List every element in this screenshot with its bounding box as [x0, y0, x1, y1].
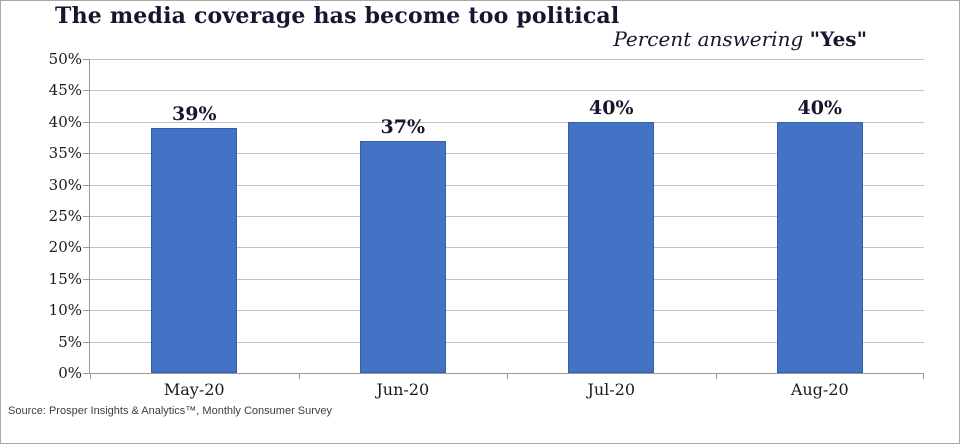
- chart-subtitle: Percent answering "Yes": [613, 27, 867, 51]
- gridline: [90, 184, 924, 186]
- bar-value-label: 39%: [172, 103, 217, 126]
- y-axis-tick: [83, 59, 90, 60]
- y-axis-tick: [83, 247, 90, 249]
- y-axis-label: 30%: [48, 175, 82, 194]
- x-axis-tick: [507, 373, 508, 379]
- x-axis-label: Aug-20: [790, 380, 849, 399]
- gridline: [90, 90, 924, 92]
- y-axis-tick: [83, 373, 90, 374]
- y-axis-tick: [83, 184, 90, 186]
- bar-Jun-20: [359, 140, 446, 373]
- y-axis-label: 15%: [48, 269, 82, 288]
- x-axis-tick: [923, 373, 924, 379]
- bar-value-label: 37%: [380, 115, 426, 138]
- y-axis-tick: [83, 341, 90, 343]
- chart-subtitle-emphasis: "Yes": [809, 27, 867, 51]
- gridline: [90, 341, 924, 343]
- y-axis-label: 5%: [58, 332, 82, 351]
- gridline: [90, 278, 924, 280]
- y-axis-tick: [83, 310, 90, 312]
- y-axis-tick: [83, 90, 90, 92]
- y-axis-tick: [83, 278, 90, 280]
- y-axis-tick: [83, 216, 90, 217]
- y-axis-label: 10%: [48, 301, 82, 320]
- x-axis-tick: [90, 373, 91, 379]
- gridline: [90, 247, 924, 249]
- chart-title: The media coverage has become too politi…: [55, 3, 620, 29]
- gridline: [90, 216, 924, 217]
- x-axis-label: Jul-20: [587, 380, 636, 399]
- y-axis-label: 50%: [48, 50, 82, 68]
- y-axis-label: 25%: [48, 207, 82, 225]
- x-axis-tick: [298, 373, 300, 379]
- bar-Jul-20: [568, 121, 655, 373]
- bar-value-label: 40%: [589, 96, 634, 119]
- gridline: [90, 59, 924, 60]
- x-axis-label: Jun-20: [376, 380, 430, 399]
- chart-subtitle-prefix: Percent answering: [613, 27, 810, 51]
- y-axis-label: 35%: [48, 144, 82, 163]
- bar-Aug-20: [776, 121, 863, 373]
- y-axis-tick: [83, 153, 90, 155]
- bar-May-20: [151, 128, 238, 373]
- gridline: [90, 121, 924, 123]
- gridline: [90, 310, 924, 312]
- source-note: Source: Prosper Insights & Analytics™, M…: [8, 405, 333, 417]
- x-axis-tick: [715, 373, 717, 379]
- y-axis-tick: [83, 121, 90, 123]
- gridline: [90, 153, 924, 155]
- y-axis-label: 0%: [58, 364, 82, 382]
- bar-value-label: 40%: [797, 96, 843, 119]
- y-axis-label: 40%: [48, 112, 82, 131]
- y-axis-label: 20%: [48, 238, 82, 257]
- x-axis-label: May-20: [163, 380, 225, 399]
- plot-area: 50% 45% 40% 35% 30% 25% 20% 15% 10% 5% 0% 39% May-20…: [49, 50, 924, 399]
- y-axis-label: 45%: [48, 81, 82, 100]
